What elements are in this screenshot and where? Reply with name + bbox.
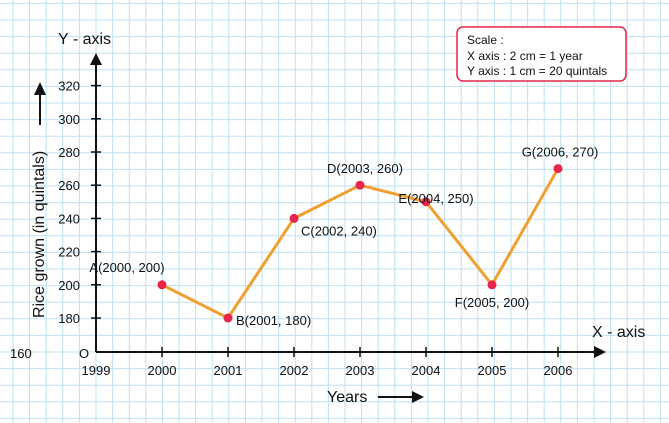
point-label: C(2002, 240): [301, 223, 377, 238]
ticks: 1999 2000 2001 2002 2003 2004 2005 2006 180 200 22…: [58, 79, 572, 378]
x-title-arrow-head: [412, 391, 424, 403]
x-tick-label: 2000: [148, 363, 177, 378]
y-tick-label: 180: [58, 311, 80, 326]
data-point: [289, 213, 299, 223]
x-axis-arrow: [594, 346, 606, 358]
point-label: E(2004, 250): [398, 191, 473, 206]
series: [157, 164, 563, 323]
x-tick-label: 2002: [280, 363, 309, 378]
point-label: F(2005, 200): [455, 295, 529, 310]
data-point: [355, 180, 365, 190]
y-tick-label: 240: [58, 211, 80, 226]
y-tick-label: 300: [58, 112, 80, 127]
y-break-label: 160: [10, 346, 32, 361]
x-axis-title: Years: [327, 389, 367, 406]
x-axis-name: X - axis: [592, 324, 645, 341]
y-tick-label: 280: [58, 145, 80, 160]
y-axis-arrow: [90, 53, 102, 65]
y-axis-title: Rice grown (in quintals): [31, 151, 48, 318]
point-label: A(2000, 200): [89, 260, 164, 275]
point-label: D(2003, 260): [327, 161, 403, 176]
point-label: G(2006, 270): [522, 145, 599, 160]
x-tick-label: 2005: [478, 363, 507, 378]
data-point: [487, 280, 497, 290]
x-tick-label: 2003: [346, 363, 375, 378]
data-point: [157, 280, 167, 290]
x-tick-label: 2006: [544, 363, 573, 378]
point-label: B(2001, 180): [236, 313, 311, 328]
y-axis-name: Y - axis: [58, 31, 111, 48]
data-point: [553, 164, 563, 174]
origin-label: O: [79, 346, 89, 361]
labels: A(2000, 200) B(2001, 180) C(2002, 240) D(20…: [89, 145, 598, 328]
x-tick-label: 2001: [214, 363, 243, 378]
scale-box-frame: [456, 26, 627, 82]
scale-line: Y axis : 1 cm = 20 quintals: [467, 64, 607, 78]
axes: Y - axis X - axis O 160 Rice grown (in quint…: [10, 31, 645, 406]
x-tick-label: 1999: [82, 363, 111, 378]
data-point: [421, 197, 431, 207]
y-tick-label: 260: [58, 178, 80, 193]
y-tick-label: 220: [58, 245, 80, 260]
y-tick-label: 320: [58, 79, 80, 94]
scale-line: X axis : 2 cm = 1 year: [467, 49, 583, 63]
data-point: [223, 313, 233, 323]
scale-title: Scale :: [467, 33, 504, 47]
y-title-arrow-head: [34, 82, 46, 95]
x-tick-label: 2004: [412, 363, 441, 378]
y-tick-label: 200: [58, 278, 80, 293]
